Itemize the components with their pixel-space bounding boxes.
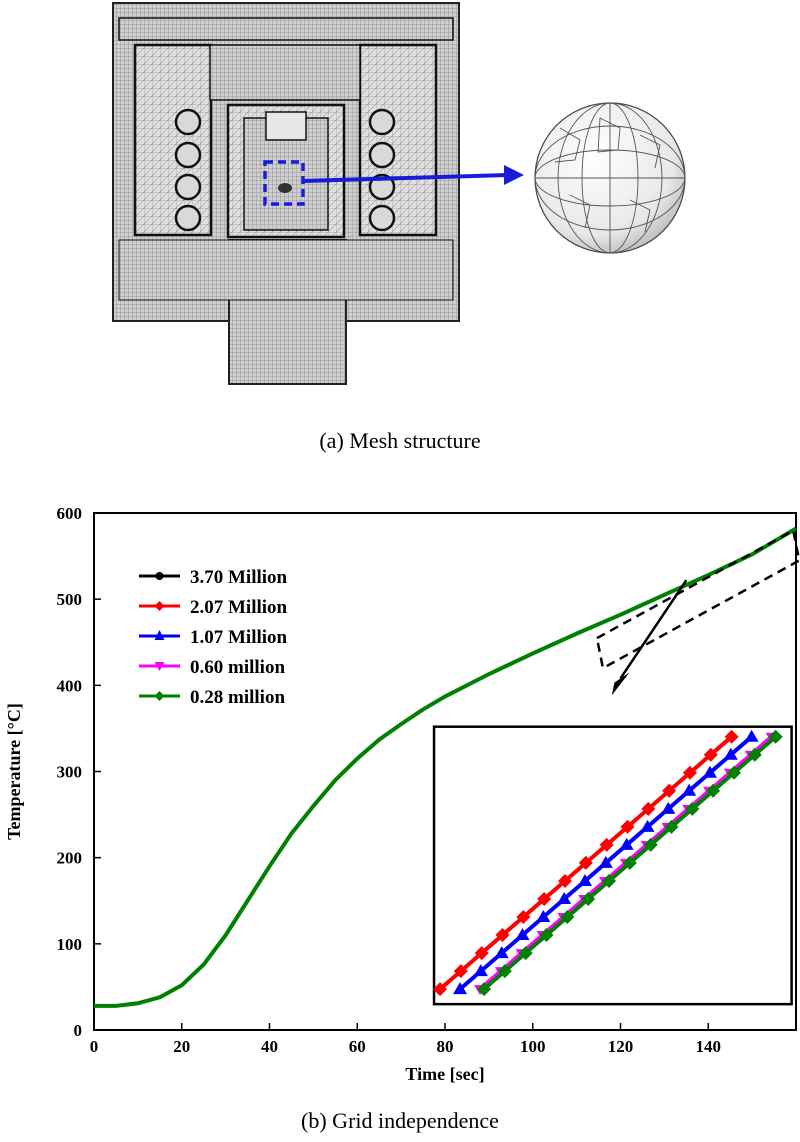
series-line xyxy=(94,526,798,1008)
inset-marker xyxy=(620,819,635,834)
inset-marker xyxy=(494,946,509,959)
sphere-mesh xyxy=(534,102,686,254)
inset-marker xyxy=(643,837,658,852)
x-tick-label: 20 xyxy=(173,1037,190,1056)
legend-label: 1.07 Million xyxy=(190,627,288,648)
x-tick-label: 100 xyxy=(520,1037,546,1056)
inset-marker xyxy=(724,729,739,744)
inset-marker xyxy=(560,910,575,925)
inset-marker xyxy=(578,855,593,870)
inset-marker xyxy=(599,837,614,852)
x-tick-label: 120 xyxy=(608,1037,634,1056)
x-tick-label: 140 xyxy=(696,1037,722,1056)
zoom-arrow xyxy=(302,165,524,185)
inset-marker xyxy=(581,891,596,906)
inset-marker xyxy=(747,747,762,762)
mesh-outline xyxy=(112,2,460,385)
legend-marker xyxy=(154,691,165,701)
inset-marker xyxy=(557,891,572,904)
inset-marker xyxy=(726,765,741,780)
x-axis-label: Time [sec] xyxy=(405,1064,484,1084)
coil-circles xyxy=(174,108,396,232)
inset-marker xyxy=(537,891,552,906)
inset-marker xyxy=(515,928,530,941)
zoom-arrow-line xyxy=(619,579,688,680)
chart-axes: 0 20 40 60 80 100 120 140 0 100 200 300 400 500 600 xyxy=(57,504,797,1056)
inset-marker xyxy=(601,873,616,888)
grid-independence-chart: 0 20 40 60 80 100 120 140 0 100 200 300 400 500 600 3.… xyxy=(4,504,800,1084)
inset-marker xyxy=(577,873,592,886)
y-tick-label: 300 xyxy=(57,763,83,782)
y-tick-label: 600 xyxy=(57,504,83,523)
legend-label: 0.28 million xyxy=(190,687,285,708)
inset-marker xyxy=(477,982,492,997)
inset-marker xyxy=(474,946,489,961)
legend-marker xyxy=(154,601,165,611)
inset-marker xyxy=(682,783,697,796)
inset-marker xyxy=(685,801,700,816)
inset-marker xyxy=(433,982,448,997)
inset-marker xyxy=(744,729,759,742)
zoom-box-outline xyxy=(595,528,800,671)
legend-label: 3.70 Million xyxy=(190,567,288,588)
inset-plot xyxy=(432,725,793,1006)
caption-mesh-structure: (a) Mesh structure xyxy=(319,428,481,453)
inset-marker xyxy=(598,855,613,868)
inset-marker xyxy=(622,855,637,870)
x-tick-label: 40 xyxy=(261,1037,278,1056)
inset-marker xyxy=(518,946,533,961)
inset-marker xyxy=(539,928,554,943)
inset-marker xyxy=(661,801,676,814)
inset-marker xyxy=(497,964,512,979)
y-axis-label: Temperature [°C] xyxy=(4,703,24,840)
inset-marker xyxy=(495,928,510,943)
x-tick-label: 80 xyxy=(437,1037,454,1056)
inset-marker xyxy=(768,729,783,744)
inset-marker xyxy=(641,801,656,816)
inset-marker xyxy=(516,910,531,925)
inset-marker xyxy=(473,964,488,977)
inset-marker xyxy=(536,910,551,923)
y-tick-label: 400 xyxy=(57,676,83,695)
y-tick-label: 0 xyxy=(74,1021,83,1040)
legend-marker xyxy=(154,662,165,671)
inset-marker xyxy=(640,819,655,832)
x-tick-label: 0 xyxy=(90,1037,99,1056)
legend-label: 2.07 Million xyxy=(190,597,288,618)
chart-series xyxy=(94,526,798,1008)
particle-mark xyxy=(278,183,292,193)
caption-grid-independence: (b) Grid independence xyxy=(301,1108,499,1133)
mesh-structure-figure xyxy=(112,2,686,385)
inset-marker xyxy=(723,747,738,760)
chart-legend: 3.70 Million 2.07 Million 1.07 Million 0.60… xyxy=(139,567,288,708)
inset-marker xyxy=(662,783,677,798)
legend-label: 0.60 million xyxy=(190,657,285,678)
inset-marker xyxy=(453,982,468,995)
legend-marker xyxy=(154,630,165,640)
y-tick-label: 500 xyxy=(57,590,83,609)
x-tick-label: 60 xyxy=(349,1037,366,1056)
y-tick-label: 100 xyxy=(57,935,83,954)
inset-marker xyxy=(664,819,679,834)
inset-marker xyxy=(453,964,468,979)
zoom-region xyxy=(595,528,800,696)
inset-marker xyxy=(702,765,717,778)
inset-marker xyxy=(557,873,572,888)
legend-marker xyxy=(155,572,164,580)
zoom-arrow-head xyxy=(611,672,630,696)
y-tick-label: 200 xyxy=(57,849,83,868)
inset-marker xyxy=(619,837,634,850)
zoom-highlight-box xyxy=(263,160,305,206)
inset-marker xyxy=(682,765,697,780)
inset-marker xyxy=(706,783,721,798)
inset-marker xyxy=(703,747,718,762)
